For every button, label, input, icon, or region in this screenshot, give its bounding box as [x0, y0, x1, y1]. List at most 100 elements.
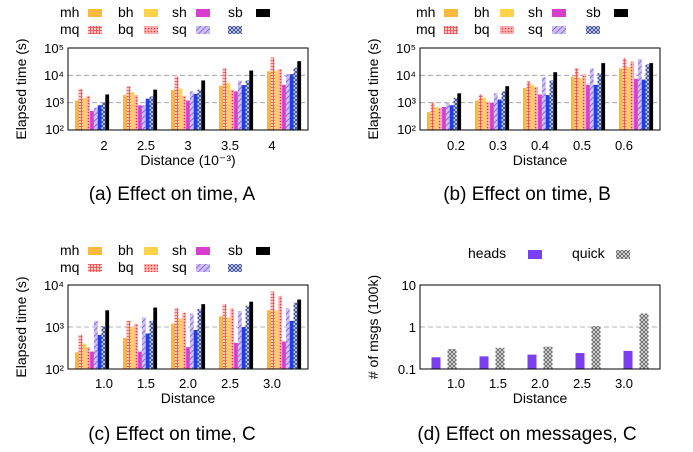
bar-a-sb2-4 [293, 67, 298, 130]
bar-c-sh-4 [282, 341, 286, 369]
bar-c-sb3-3 [249, 301, 254, 369]
bar-c-sq-1 [141, 317, 146, 369]
caption-c: (c) Effect on time, C [88, 424, 256, 445]
legend-swatch-mq [88, 26, 102, 34]
bar-d-quick-0 [447, 348, 457, 369]
bar-b-sb2-3 [597, 73, 602, 130]
bar-a-bh-3 [226, 83, 231, 130]
bar-b-sb2-1 [501, 91, 506, 130]
bar-a-mh-3 [218, 85, 223, 130]
xtick-c-0: 1.0 [95, 376, 113, 391]
bar-b-sb3-2 [553, 72, 558, 130]
legend-swatch-bh [144, 9, 158, 17]
legend-label-sb-b: sb [586, 4, 601, 20]
bar-b-mh-4 [618, 68, 623, 130]
xtick-a-3: 3.5 [221, 138, 239, 153]
legend-swatch-sb2-b [586, 26, 600, 34]
xlabel-d: Distance [513, 390, 568, 406]
panel-a: mh bh sh sb mq bq sq 10² 10³ 10⁴ 10⁵ 2 2… [13, 4, 309, 205]
bar-c-bq-0 [86, 347, 91, 369]
bar-b-sq-0 [445, 102, 450, 130]
legend-label-mq: mq [60, 21, 79, 37]
bar-b-mq-4 [622, 58, 627, 130]
legend-label-bh-c: bh [118, 242, 134, 258]
legend-swatch-sq [196, 26, 210, 34]
bar-a-sh-2 [186, 100, 190, 130]
bar-b-sh-0 [442, 106, 446, 130]
bar-d-quick-3 [591, 326, 601, 369]
bar-a-mq-1 [126, 86, 131, 130]
xtick-d-2: 2.0 [531, 376, 549, 391]
bar-c-sb3-1 [153, 307, 158, 369]
bar-b-mq-3 [574, 68, 579, 130]
xlabel-c: Distance [161, 390, 216, 406]
ytick-b-2: 10⁴ [396, 68, 416, 83]
bar-b-bq-4 [630, 61, 635, 130]
bar-a-sq-1 [141, 105, 146, 130]
panel-d: heads quick 0.1 1 10 1.0 1.5 2.0 2.5 3.0… [365, 245, 661, 445]
legend-label-mh-b: mh [416, 4, 435, 20]
legend-swatch-sb2-c [228, 264, 242, 272]
bars-b [420, 58, 660, 130]
frame-c [67, 284, 309, 370]
legend-swatch-quick [616, 250, 630, 259]
bar-b-mh-1 [474, 100, 479, 130]
bar-c-sb-0 [97, 334, 102, 369]
legend-swatch-sh [196, 9, 210, 17]
bar-a-mq-3 [222, 68, 227, 130]
ytick-a-1: 10³ [45, 95, 64, 110]
xtick-b-3: 0.5 [573, 138, 591, 153]
bar-c-bq-3 [230, 308, 235, 369]
legend-label-sh-b: sh [528, 4, 543, 20]
bar-c-mq-4 [270, 291, 275, 369]
bar-c-sb3-4 [297, 299, 302, 369]
ylabel-b: Elapsed time (s) [365, 38, 381, 139]
bar-a-mq-2 [174, 76, 179, 130]
legend-label-bq-b: bq [474, 21, 490, 37]
bar-c-mh-4 [266, 310, 271, 369]
bar-a-mh-1 [122, 95, 127, 130]
ytick-b-0: 10² [397, 122, 416, 137]
xtick-b-0: 0.2 [447, 138, 465, 153]
bar-c-sb-2 [193, 329, 198, 369]
bar-a-mh-0 [74, 100, 79, 130]
ytick-c-1: 10³ [45, 320, 64, 335]
bar-a-sh-0 [90, 110, 94, 130]
legend-swatch-bh-c [144, 247, 158, 255]
bar-c-sh-2 [186, 347, 190, 369]
bars-c [68, 291, 308, 369]
bar-d-quick-2 [543, 346, 553, 369]
legend-label-bh: bh [118, 4, 134, 20]
bar-b-mh-2 [522, 87, 527, 130]
caption-b: (b) Effect on time, B [443, 184, 611, 205]
bar-c-bh-3 [226, 317, 231, 369]
bar-a-bh-2 [178, 88, 183, 130]
bar-c-mq-1 [126, 320, 131, 369]
ytick-c-0: 10² [45, 362, 64, 377]
bar-a-mq-0 [78, 88, 83, 130]
bar-b-sq-3 [589, 68, 594, 130]
legend-swatch-sq-c [196, 264, 210, 272]
ytick-d-0: 0.1 [398, 362, 416, 377]
bar-d-heads-1 [479, 356, 489, 369]
bar-b-sb3-3 [601, 63, 606, 130]
bar-b-sb3-4 [649, 63, 654, 130]
legend-swatch-bq-b [500, 26, 514, 34]
legend-label-mh: mh [60, 4, 79, 20]
bar-b-sb2-2 [549, 80, 554, 130]
bar-c-mq-0 [78, 334, 83, 369]
frame-a [67, 47, 309, 131]
bar-c-sb2-4 [293, 302, 298, 369]
ytick-d-1: 1 [409, 320, 416, 335]
xtick-a-1: 2.5 [137, 138, 155, 153]
bar-c-mh-3 [218, 316, 223, 369]
legend-c: mh bh sh sb mq bq sq [60, 242, 270, 275]
frame-b [419, 47, 661, 131]
bar-c-sb2-1 [149, 320, 154, 369]
bar-b-sb-1 [497, 99, 502, 130]
legend-swatch-sh-c [196, 247, 210, 255]
xtick-d-0: 1.0 [447, 376, 465, 391]
bar-c-sq-2 [189, 313, 194, 369]
frame-d [419, 284, 661, 370]
legend-swatch-bq-c [144, 264, 158, 272]
